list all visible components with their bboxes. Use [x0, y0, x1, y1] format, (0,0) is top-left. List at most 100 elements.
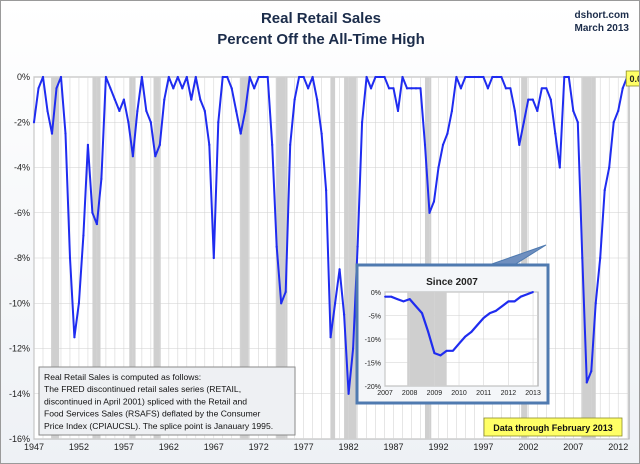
data-point: [455, 75, 458, 79]
data-point: [540, 87, 543, 90]
methodology-note: Real Retail Sales is computed as follows…: [38, 366, 296, 436]
inset-data-point: [488, 312, 491, 315]
inset-x-tick-label: 2012: [501, 390, 517, 397]
chart-title: Real Retail Sales: [260, 10, 382, 27]
data-point: [536, 109, 539, 113]
data-point: [603, 189, 606, 192]
current-value-badge: [625, 70, 639, 87]
x-tick-label: 1997: [473, 442, 493, 452]
inset-y-tick-label: -5%: [369, 314, 381, 321]
data-point: [262, 75, 265, 79]
inset-data-point: [482, 316, 485, 319]
methodology-note-line: discontinued in April 2001) spliced with…: [44, 396, 247, 406]
inset-x-tick-label: 2007: [377, 390, 393, 397]
data-point: [212, 256, 215, 260]
data-point: [428, 211, 431, 214]
data-point: [46, 109, 49, 113]
data-point: [333, 302, 337, 305]
data-point: [338, 268, 341, 271]
data-point: [594, 302, 597, 305]
data-point: [73, 336, 76, 339]
inset-data-point: [384, 295, 386, 298]
data-point: [316, 98, 319, 101]
source-site: dshort.com: [574, 10, 629, 21]
data-point: [383, 75, 386, 79]
y-tick-label: -12%: [9, 344, 30, 354]
data-point: [356, 245, 359, 248]
inset-y-tick-label: -15%: [365, 361, 381, 368]
x-tick-label: 1947: [24, 442, 44, 452]
data-point: [82, 234, 85, 237]
x-tick-label: 1977: [294, 442, 314, 452]
data-point: [410, 87, 413, 90]
data-point: [441, 143, 445, 146]
data-point: [567, 75, 570, 79]
data-point: [131, 155, 134, 158]
inset-y-tick-label: 0%: [371, 290, 381, 297]
data-point: [599, 256, 602, 260]
data-point: [504, 87, 507, 90]
y-tick-label: 0%: [17, 72, 30, 82]
data-point: [244, 109, 247, 113]
inset-data-point: [402, 300, 405, 303]
data-point: [621, 87, 624, 90]
data-point: [217, 121, 220, 124]
data-point: [351, 347, 355, 350]
data-point: [473, 75, 476, 79]
data-point: [127, 121, 130, 124]
data-point: [509, 87, 512, 90]
current-value-label: 0.0%: [629, 74, 639, 84]
inset-x-tick-label: 2010: [451, 390, 467, 397]
data-point: [554, 132, 557, 135]
data-point: [266, 75, 269, 79]
data-point: [167, 75, 170, 79]
data-point: [284, 290, 287, 294]
source-date: March 2013: [574, 23, 629, 34]
data-point: [185, 75, 188, 79]
data-point: [208, 143, 211, 146]
data-point: [468, 75, 472, 79]
data-point: [239, 132, 242, 135]
data-point: [558, 166, 561, 169]
data-point: [104, 75, 108, 79]
data-point: [374, 75, 377, 79]
data-point: [612, 121, 615, 124]
data-point: [311, 75, 314, 79]
data-point: [68, 256, 72, 260]
data-point: [527, 98, 530, 101]
data-point: [585, 381, 588, 384]
x-tick-label: 2007: [563, 442, 583, 452]
data-point: [190, 98, 193, 101]
data-point: [55, 87, 58, 90]
methodology-note-line: Price Index (CPIAUCSL). The splice point…: [44, 421, 273, 431]
data-point: [414, 87, 418, 90]
data-point: [531, 98, 534, 101]
data-point: [235, 109, 238, 113]
data-point: [572, 109, 575, 113]
data-point: [199, 98, 202, 101]
data-point: [221, 75, 224, 79]
data-point: [360, 121, 364, 124]
data-point: [91, 211, 94, 214]
data-point: [64, 132, 67, 135]
data-point: [95, 222, 99, 226]
data-point: [342, 313, 346, 316]
inset-x-tick-label: 2013: [525, 390, 541, 397]
inset-data-point: [532, 291, 534, 293]
x-tick-label: 1972: [249, 442, 269, 452]
x-tick-label: 1992: [428, 442, 448, 452]
data-point: [203, 109, 206, 113]
x-tick-label: 2012: [608, 442, 628, 452]
data-point: [163, 98, 166, 101]
data-point: [118, 109, 121, 113]
y-tick-label: -4%: [14, 163, 30, 173]
inset-data-point: [396, 298, 399, 300]
data-through-badge: [483, 417, 623, 437]
data-point: [122, 98, 125, 101]
data-point: [459, 87, 463, 90]
data-point: [248, 75, 251, 79]
data-point: [405, 87, 409, 90]
data-point: [482, 75, 485, 79]
